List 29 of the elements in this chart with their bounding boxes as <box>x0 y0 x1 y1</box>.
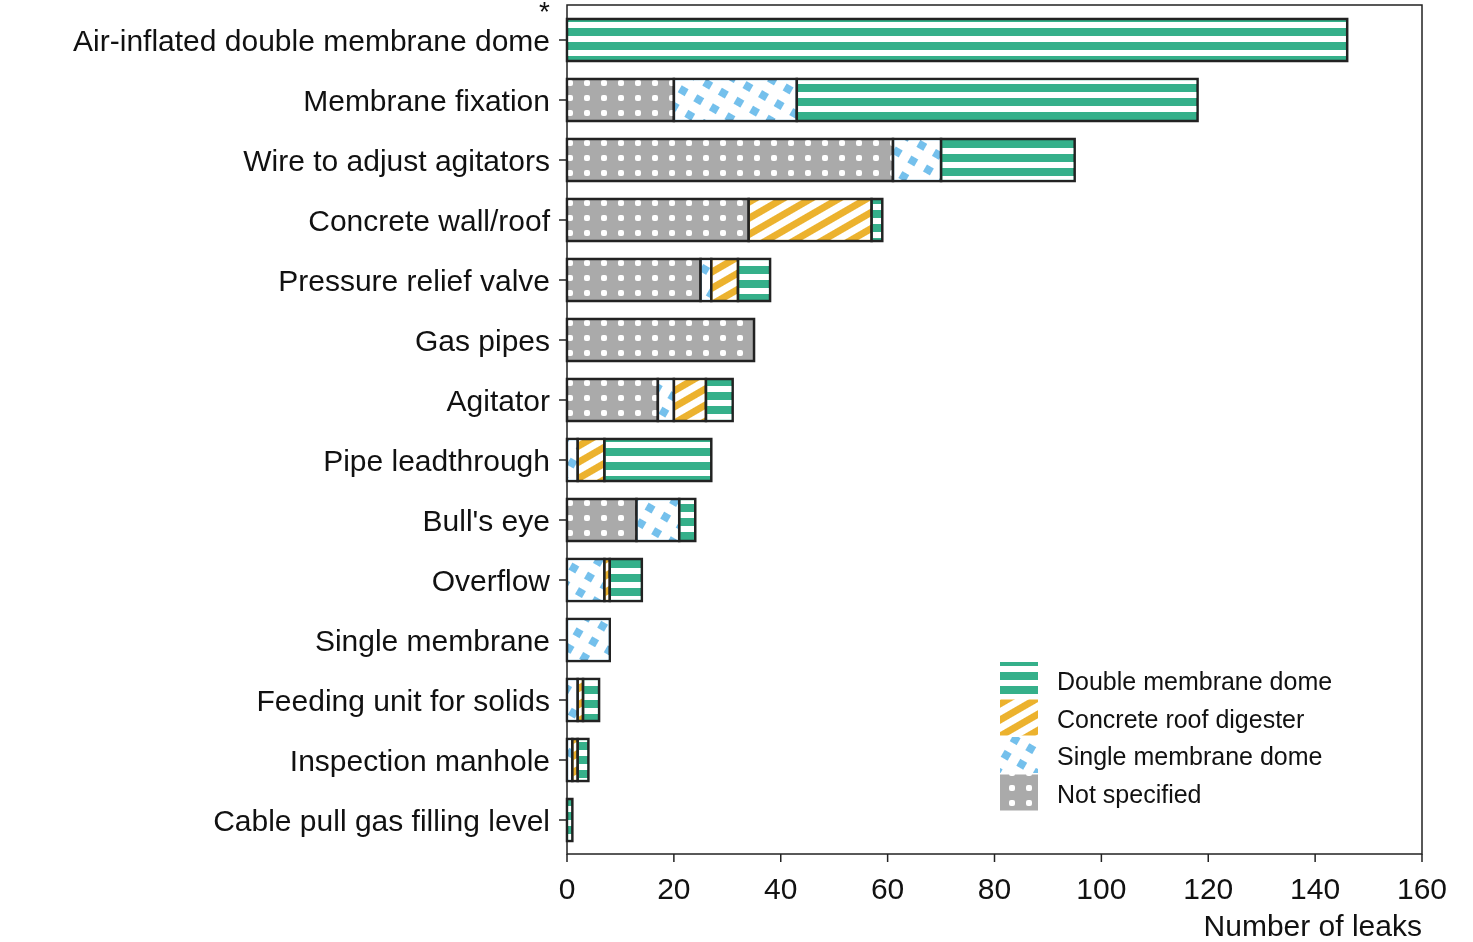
y-tick-label: Inspection manhole <box>289 744 550 777</box>
y-tick-label: Feeding unit for solids <box>256 684 550 717</box>
x-tick-label: 80 <box>977 872 1012 905</box>
y-tick-label: Wire to adjust agitators <box>243 144 550 177</box>
y-tick-label: Single membrane <box>314 624 550 657</box>
x-tick-label: 60 <box>870 872 905 905</box>
x-tick-label: 140 <box>1290 872 1341 905</box>
x-tick-label: 100 <box>1076 872 1127 905</box>
y-tick-label: Pressure relief valve <box>278 264 550 297</box>
y-tick-label: Agitator <box>446 384 551 417</box>
y-tick-label: Gas pipes <box>414 324 550 357</box>
x-tick-label: 20 <box>657 872 691 905</box>
legend-label: Double membrane dome <box>1057 667 1333 695</box>
y-tick-label: Air-inflated double membrane dome <box>73 24 550 57</box>
x-axis-title: Number of leaks <box>1203 909 1422 942</box>
x-tick-label: 40 <box>764 872 798 905</box>
x-tick-label: 120 <box>1183 872 1234 905</box>
y-tick-label: Cable pull gas filling level <box>213 804 550 837</box>
legend-label: Not specified <box>1057 779 1202 808</box>
text: * <box>539 0 550 27</box>
y-tick-label: Overflow <box>431 564 551 597</box>
y-tick-label: Concrete wall/roof <box>308 204 551 237</box>
y-tick-label: Membrane fixation <box>303 84 550 117</box>
legend-label: Single membrane dome <box>1057 742 1323 770</box>
y-tick-label: Bull's eye <box>422 504 550 537</box>
x-tick-label: 160 <box>1396 872 1448 905</box>
x-tick-label: 0 <box>558 872 576 905</box>
y-tick-label: Pipe leadthrough <box>323 444 550 477</box>
legend-label: Concrete roof digester <box>1057 704 1305 733</box>
